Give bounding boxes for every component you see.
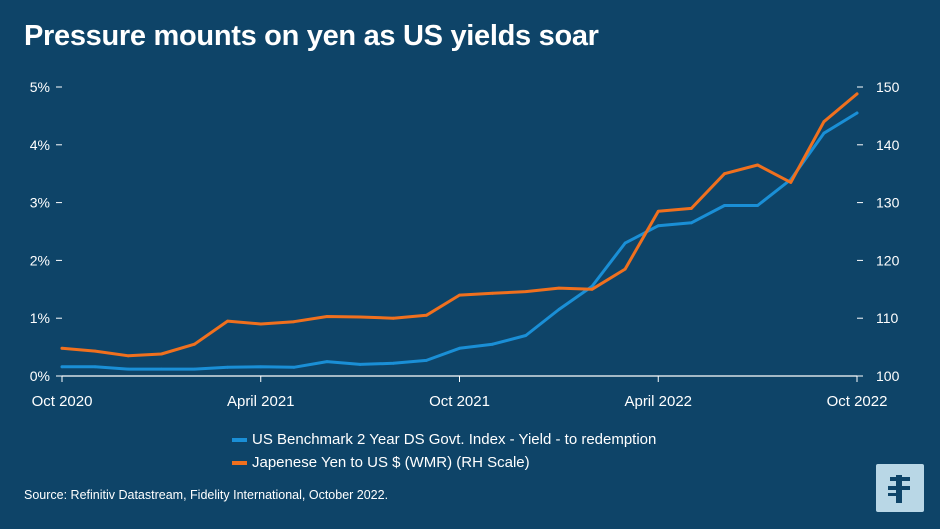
y-left-tick-label: 0%: [30, 368, 50, 384]
y-right-tick-label: 110: [876, 310, 899, 326]
data-point-jpy-usd: [822, 120, 826, 124]
legend: US Benchmark 2 Year DS Govt. Index - Yie…: [232, 428, 656, 474]
y-right-tick-label: 150: [876, 79, 900, 95]
data-point-us-2y-yield: [623, 241, 627, 245]
data-point-jpy-usd: [690, 207, 693, 210]
data-point-us-2y-yield: [590, 285, 594, 288]
y-right-tick-label: 100: [876, 368, 900, 384]
data-point-jpy-usd: [756, 163, 759, 167]
data-point-jpy-usd: [491, 291, 494, 295]
data-point-jpy-usd: [855, 92, 859, 96]
data-point-jpy-usd: [358, 315, 362, 319]
legend-label-yen: Japenese Yen to US $ (WMR) (RH Scale): [252, 454, 530, 471]
legend-swatch-us: [232, 437, 247, 442]
y-right-tick-label: 120: [876, 252, 900, 268]
chart-title: Pressure mounts on yen as US yields soar: [24, 20, 599, 52]
source-note: Source: Refinitiv Datastream, Fidelity I…: [24, 488, 389, 502]
data-point-jpy-usd: [557, 286, 561, 290]
x-tick-label: Oct 2020: [32, 393, 93, 410]
data-point-us-2y-yield: [193, 367, 196, 371]
data-point-us-2y-yield: [391, 361, 395, 365]
x-tick-label: Oct 2022: [827, 393, 888, 410]
data-point-jpy-usd: [590, 287, 594, 291]
fidelity-logo-icon: [876, 464, 924, 512]
x-tick-label: April 2021: [227, 393, 295, 410]
data-point-jpy-usd: [93, 349, 97, 353]
series-line-us-2y-yield: [60, 111, 859, 371]
data-point-us-2y-yield: [325, 360, 329, 363]
data-point-us-2y-yield: [126, 367, 130, 371]
data-point-jpy-usd: [723, 172, 726, 176]
data-point-jpy-usd: [789, 181, 793, 184]
data-point-us-2y-yield: [491, 342, 494, 346]
data-point-us-2y-yield: [822, 131, 826, 135]
x-tick-label: Oct 2021: [429, 393, 490, 410]
data-point-jpy-usd: [60, 346, 64, 350]
data-point-jpy-usd: [259, 322, 263, 326]
y-left-tick-label: 4%: [30, 137, 50, 153]
data-point-us-2y-yield: [656, 224, 660, 228]
data-point-jpy-usd: [524, 290, 528, 293]
data-point-us-2y-yield: [756, 204, 759, 207]
data-point-us-2y-yield: [557, 308, 561, 311]
y-left-tick-label: 5%: [30, 79, 50, 95]
y-right-tick-label: 140: [876, 137, 900, 153]
data-point-us-2y-yield: [855, 111, 859, 115]
data-point-us-2y-yield: [358, 363, 362, 366]
x-tick-label: April 2022: [624, 393, 692, 410]
legend-label-us: US Benchmark 2 Year DS Govt. Index - Yie…: [252, 431, 657, 448]
data-point-jpy-usd: [226, 319, 230, 323]
data-point-jpy-usd: [325, 315, 329, 318]
data-point-us-2y-yield: [524, 334, 528, 337]
series-line-jpy-usd: [60, 92, 859, 358]
data-point-us-2y-yield: [93, 365, 97, 369]
data-point-jpy-usd: [425, 313, 428, 317]
data-point-jpy-usd: [160, 352, 163, 356]
data-point-us-2y-yield: [160, 367, 163, 371]
y-left-tick-label: 2%: [30, 252, 50, 268]
y-right-tick-label: 130: [876, 195, 900, 211]
data-point-jpy-usd: [458, 293, 461, 297]
data-point-jpy-usd: [391, 316, 395, 320]
data-point-us-2y-yield: [425, 359, 428, 362]
y-left-tick-label: 3%: [30, 195, 50, 211]
data-point-jpy-usd: [126, 354, 130, 358]
data-point-jpy-usd: [656, 209, 660, 213]
data-point-us-2y-yield: [723, 204, 726, 207]
legend-item-yen: Japenese Yen to US $ (WMR) (RH Scale): [232, 451, 656, 474]
data-point-us-2y-yield: [259, 365, 263, 369]
y-left-tick-label: 1%: [30, 310, 50, 326]
legend-item-us: US Benchmark 2 Year DS Govt. Index - Yie…: [232, 428, 656, 451]
legend-swatch-yen: [232, 460, 247, 465]
data-point-us-2y-yield: [60, 365, 64, 369]
data-point-us-2y-yield: [226, 365, 230, 369]
data-point-jpy-usd: [623, 267, 627, 271]
data-point-us-2y-yield: [292, 365, 296, 369]
data-point-jpy-usd: [292, 320, 296, 324]
data-point-jpy-usd: [193, 342, 196, 346]
data-point-us-2y-yield: [690, 221, 693, 225]
data-point-us-2y-yield: [458, 346, 461, 350]
